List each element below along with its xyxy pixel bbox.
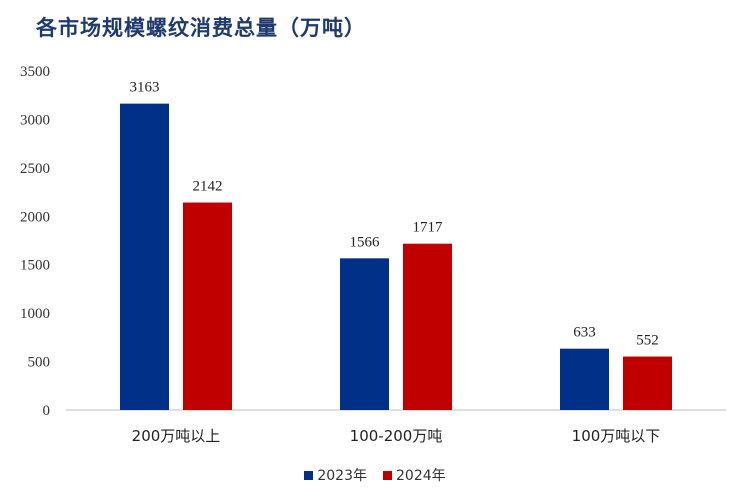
category-label: 100万吨以下 <box>572 427 661 445</box>
y-tick-label: 3500 <box>20 64 50 80</box>
bar <box>340 258 389 410</box>
bar <box>623 356 672 410</box>
bar <box>120 103 169 410</box>
data-label: 633 <box>573 325 596 341</box>
data-label: 1717 <box>413 220 444 236</box>
y-axis-ticks: 0 500 1000 1500 2000 2500 3000 3500 <box>20 64 50 419</box>
bar <box>560 348 609 410</box>
y-tick-label: 3000 <box>20 112 50 128</box>
data-label: 2142 <box>193 179 223 195</box>
y-tick-label: 1500 <box>20 258 50 274</box>
data-label: 1566 <box>350 234 381 250</box>
category-labels: 200万吨以上 100-200万吨 100万吨以下 <box>132 427 661 445</box>
data-label: 552 <box>636 333 659 349</box>
y-tick-label: 2000 <box>20 209 50 225</box>
legend-item: 2023年 <box>304 465 367 485</box>
y-tick-label: 2500 <box>20 161 50 177</box>
y-tick-label: 1000 <box>20 306 50 322</box>
bars <box>120 103 672 410</box>
category-label: 200万吨以上 <box>132 427 221 445</box>
legend-item: 2024年 <box>383 465 446 485</box>
y-tick-label: 500 <box>28 355 51 371</box>
legend-label: 2023年 <box>317 468 367 484</box>
chart-title: 各市场规模螺纹消费总量（万吨） <box>36 15 366 40</box>
bar <box>403 243 452 410</box>
bar <box>183 202 232 410</box>
legend-swatch <box>383 470 392 480</box>
y-tick-label: 0 <box>43 403 51 419</box>
category-label: 100-200万吨 <box>350 427 443 445</box>
legend: 2023年 2024年 <box>0 465 750 485</box>
legend-swatch <box>304 470 314 480</box>
data-label: 3163 <box>130 80 160 96</box>
data-labels: 3163 2142 1566 1717 633 552 <box>130 80 659 349</box>
legend-label: 2024年 <box>396 468 446 484</box>
